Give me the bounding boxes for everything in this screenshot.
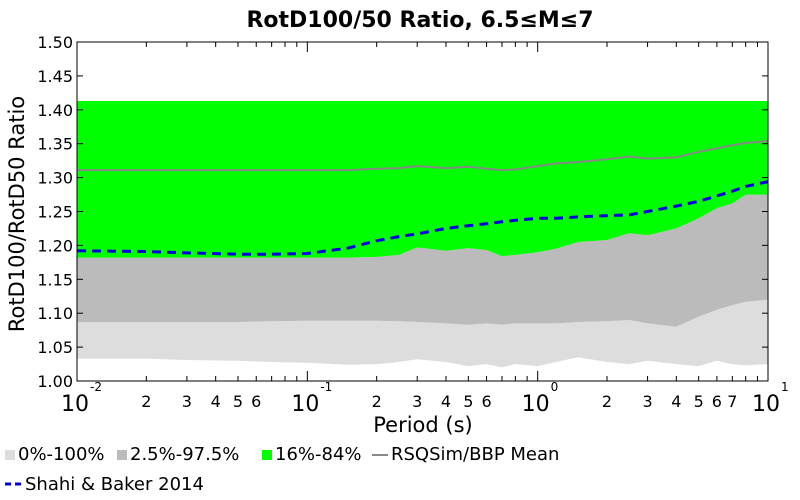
legend-swatch-0 bbox=[5, 450, 15, 460]
y-tick-label-1: 1.05 bbox=[37, 338, 73, 357]
series-line-4 bbox=[76, 180, 769, 256]
legend-swatch-1 bbox=[117, 450, 127, 460]
legend-entry-1: 2.5%-97.5% bbox=[117, 444, 239, 465]
y-tick-label-4: 1.20 bbox=[37, 236, 73, 255]
x-major-label-1: 10 bbox=[291, 392, 319, 417]
y-tick-label-5: 1.25 bbox=[37, 203, 73, 222]
x-minor-label: 7 bbox=[727, 392, 737, 411]
x-minor-label: 5 bbox=[694, 392, 704, 411]
x-minor-label: 6 bbox=[712, 392, 722, 411]
y-tick-label-10: 1.50 bbox=[37, 33, 73, 52]
x-minor-label: 5 bbox=[463, 392, 473, 411]
x-major-exp-1: -1 bbox=[320, 380, 332, 394]
y-tick-label-7: 1.35 bbox=[37, 135, 73, 154]
y-tick-label-0: 1.00 bbox=[37, 372, 73, 391]
band-1 bbox=[77, 194, 768, 327]
x-major-label-2: 10 bbox=[522, 392, 550, 417]
x-minor-label: 3 bbox=[412, 392, 422, 411]
axes: 1.00 1.05 1.10 1.15 1.20 1.25 1.30 1.35 1.40 1.45… bbox=[37, 33, 788, 417]
legend-label-3: RSQSim/BBP Mean bbox=[391, 444, 559, 465]
legend-label-1: 2.5%-97.5% bbox=[130, 444, 239, 465]
y-axis-label: RotD100/RotD50 Ratio bbox=[5, 96, 29, 332]
x-minor-label: 2 bbox=[141, 392, 151, 411]
legend-label-2: 16%-84% bbox=[275, 444, 362, 465]
band-2 bbox=[77, 101, 768, 258]
band-0 bbox=[77, 299, 768, 368]
x-major-label-0: 10 bbox=[61, 392, 89, 417]
x-minor-label: 3 bbox=[642, 392, 652, 411]
series-line-3 bbox=[77, 140, 769, 172]
x-minor-label: 4 bbox=[671, 392, 681, 411]
x-major-exp-2: 0 bbox=[551, 380, 559, 394]
x-major-label-3: 10 bbox=[752, 392, 780, 417]
y-tick-label-3: 1.15 bbox=[37, 270, 73, 289]
y-tick-label-9: 1.45 bbox=[37, 67, 73, 86]
x-minor-label: 5 bbox=[233, 392, 243, 411]
x-axis-label: Period (s) bbox=[373, 413, 472, 437]
x-major-exp-3: 1 bbox=[781, 380, 789, 394]
legend-entry-2: 16%-84% bbox=[262, 444, 362, 465]
x-minor-label: 4 bbox=[211, 392, 221, 411]
x-minor-label: 6 bbox=[251, 392, 261, 411]
x-minor-label: 6 bbox=[481, 392, 491, 411]
legend: 0%-100% 2.5%-97.5% 16%-84% RSQSim/BBP Mean S… bbox=[5, 444, 559, 495]
x-minor-label: 3 bbox=[182, 392, 192, 411]
legend-entry-4: Shahi & Baker 2014 bbox=[5, 474, 204, 495]
legend-entry-0: 0%-100% bbox=[5, 444, 105, 465]
x-minor-label: 4 bbox=[441, 392, 451, 411]
plot-area bbox=[76, 101, 769, 368]
y-tick-label-8: 1.40 bbox=[37, 101, 73, 120]
chart-title: RotD100/50 Ratio, 6.5≤M≤7 bbox=[246, 8, 593, 33]
y-tick-label-6: 1.30 bbox=[37, 169, 73, 188]
x-minor-label: 2 bbox=[372, 392, 382, 411]
legend-swatch-2 bbox=[262, 450, 272, 460]
y-tick-label-2: 1.10 bbox=[37, 304, 73, 323]
legend-label-0: 0%-100% bbox=[18, 444, 105, 465]
x-minor-label: 2 bbox=[602, 392, 612, 411]
x-major-exp-0: -2 bbox=[90, 380, 102, 394]
legend-entry-3: RSQSim/BBP Mean bbox=[372, 444, 559, 465]
legend-label-4: Shahi & Baker 2014 bbox=[25, 474, 204, 495]
